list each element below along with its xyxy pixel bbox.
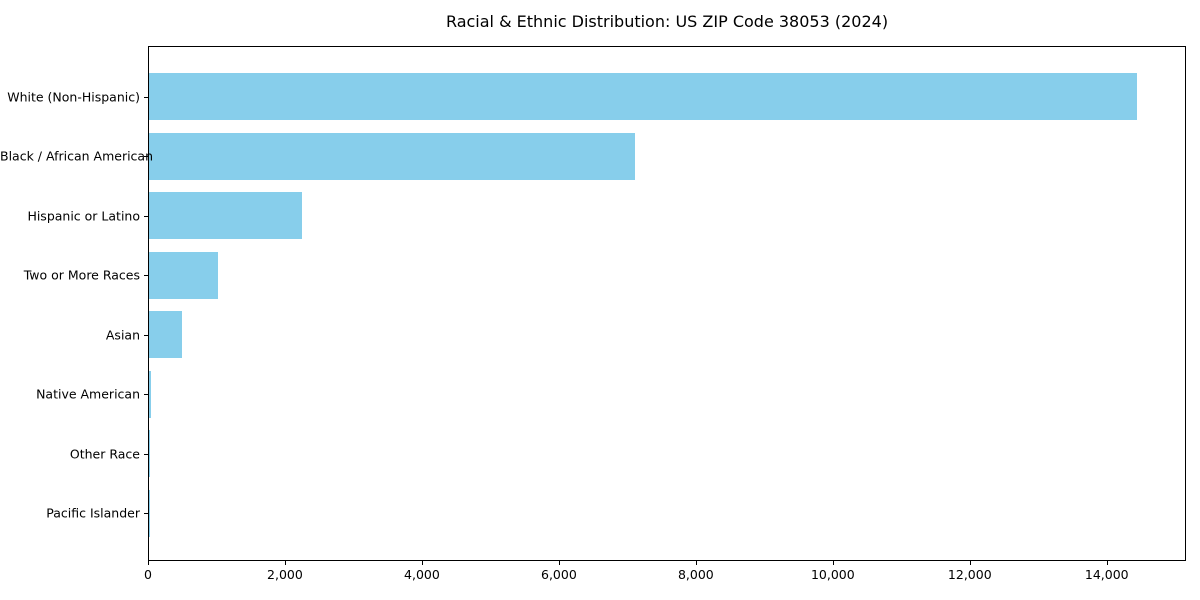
- x-tick-mark: [558, 561, 560, 565]
- bar-other-race: [149, 430, 151, 477]
- x-tick-mark: [148, 561, 149, 565]
- bar-two-or-more-races: [149, 251, 219, 299]
- bar-white-non-hispanic: [149, 73, 1138, 120]
- plot-area-border: [148, 46, 1186, 561]
- x-tick-label-12000: 12,000: [947, 567, 992, 582]
- x-tick-label-4000: 4,000: [404, 567, 440, 582]
- y-tick-label-other-race: Other Race: [69, 446, 140, 461]
- y-tick-mark: [144, 275, 148, 276]
- y-tick-mark: [144, 394, 148, 395]
- bar-black-african-american: [149, 132, 636, 180]
- x-tick-label-2000: 2,000: [267, 567, 303, 582]
- x-tick-mark: [832, 561, 834, 565]
- y-tick-label-asian: Asian: [105, 327, 140, 342]
- x-tick-mark: [695, 561, 697, 565]
- bar-asian: [149, 311, 182, 358]
- x-tick-mark: [969, 561, 971, 565]
- y-tick-label-white-non-hispanic: White (Non-Hispanic): [7, 89, 140, 104]
- y-tick-label-black-african-american: Black / African American: [0, 148, 154, 164]
- x-tick-label-14000: 14,000: [1084, 567, 1129, 582]
- y-tick-mark: [144, 215, 148, 217]
- y-tick-mark: [144, 334, 148, 336]
- bar-pacific-islander: [149, 489, 150, 537]
- y-tick-label-pacific-islander: Pacific Islander: [46, 505, 140, 521]
- y-tick-mark: [144, 513, 148, 514]
- y-tick-label-hispanic-or-latino: Hispanic or Latino: [27, 208, 140, 223]
- x-tick-mark: [1106, 561, 1108, 565]
- x-tick-mark: [284, 561, 286, 565]
- x-tick-label-8000: 8,000: [677, 567, 714, 582]
- bar-hispanic-or-latino: [149, 192, 302, 239]
- y-tick-mark: [144, 96, 148, 98]
- y-tick-mark: [144, 453, 148, 455]
- x-tick-label-0: 0: [144, 567, 152, 582]
- y-tick-label-two-or-more-races: Two or More Races: [23, 267, 140, 283]
- chart-title: Racial & Ethnic Distribution: US ZIP Cod…: [445, 12, 889, 31]
- x-tick-label-6000: 6,000: [540, 567, 577, 582]
- x-tick-label-10000: 10,000: [810, 567, 855, 582]
- y-tick-label-native-american: Native American: [36, 386, 140, 402]
- y-tick-mark: [144, 156, 148, 157]
- x-tick-mark: [421, 561, 423, 565]
- bar-native-american: [149, 370, 152, 418]
